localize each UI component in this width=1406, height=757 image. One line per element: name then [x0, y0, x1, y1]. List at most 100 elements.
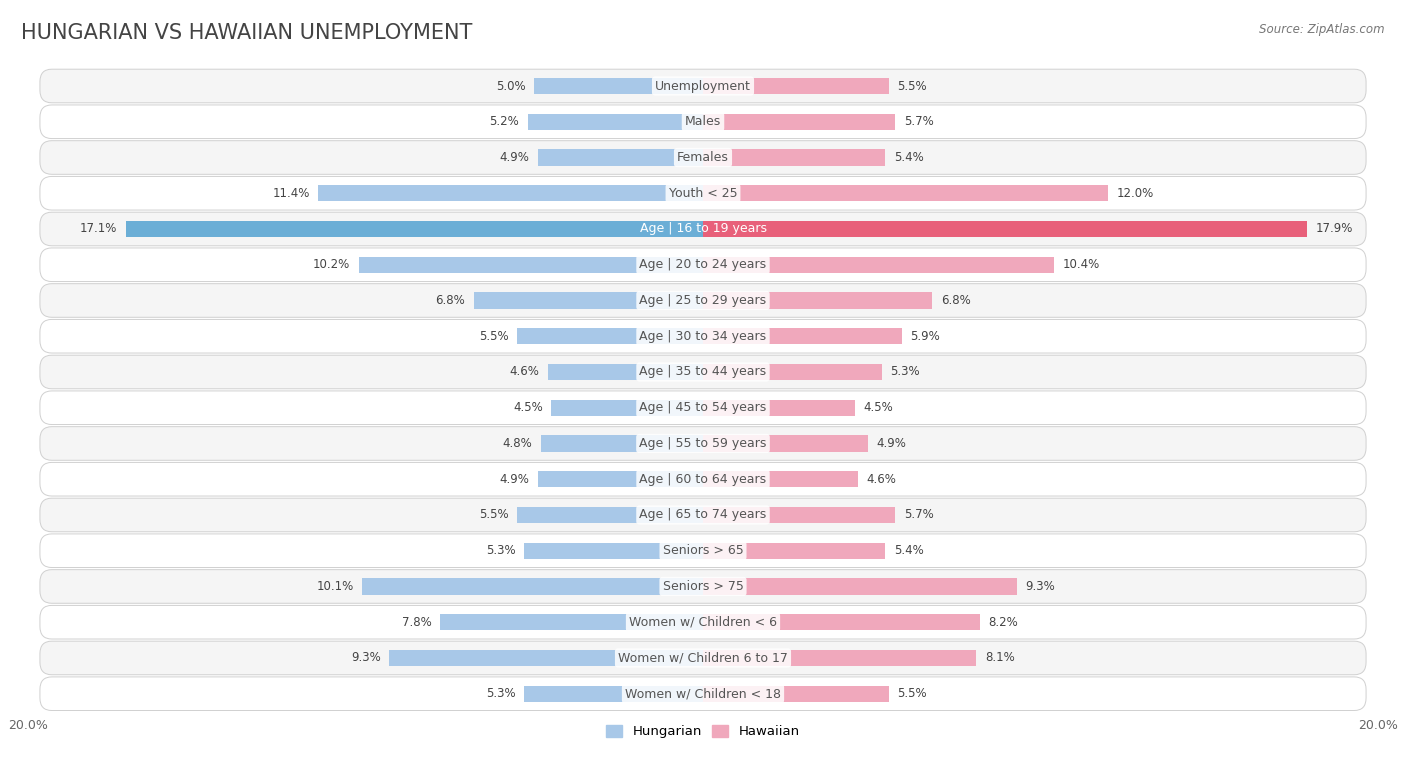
Text: 4.5%: 4.5%: [513, 401, 543, 414]
FancyBboxPatch shape: [39, 248, 1367, 282]
Text: Unemployment: Unemployment: [655, 79, 751, 92]
Text: 17.9%: 17.9%: [1316, 223, 1353, 235]
FancyBboxPatch shape: [39, 606, 1367, 639]
Text: 17.1%: 17.1%: [80, 223, 118, 235]
FancyBboxPatch shape: [39, 677, 1367, 711]
Legend: Hungarian, Hawaiian: Hungarian, Hawaiian: [600, 720, 806, 743]
Text: 6.8%: 6.8%: [436, 294, 465, 307]
Text: 4.6%: 4.6%: [509, 366, 540, 378]
FancyBboxPatch shape: [39, 427, 1367, 460]
FancyBboxPatch shape: [39, 105, 1367, 139]
FancyBboxPatch shape: [39, 463, 1367, 496]
Text: Age | 45 to 54 years: Age | 45 to 54 years: [640, 401, 766, 414]
Bar: [541, 435, 703, 451]
Text: 5.7%: 5.7%: [904, 115, 934, 128]
Text: 9.3%: 9.3%: [1025, 580, 1054, 593]
FancyBboxPatch shape: [39, 176, 1367, 210]
Text: 5.4%: 5.4%: [894, 151, 924, 164]
Text: Seniors > 75: Seniors > 75: [662, 580, 744, 593]
FancyBboxPatch shape: [39, 69, 1367, 103]
Text: Seniors > 65: Seniors > 65: [662, 544, 744, 557]
Text: 7.8%: 7.8%: [402, 615, 432, 629]
Bar: [703, 257, 1054, 273]
Bar: [703, 221, 1308, 237]
FancyBboxPatch shape: [39, 141, 1367, 174]
Text: 5.5%: 5.5%: [479, 330, 509, 343]
Bar: [551, 400, 703, 416]
Bar: [703, 471, 858, 488]
Text: 5.3%: 5.3%: [486, 544, 516, 557]
Bar: [524, 686, 703, 702]
Text: 4.6%: 4.6%: [866, 472, 897, 486]
Bar: [703, 114, 896, 129]
Text: 5.7%: 5.7%: [904, 509, 934, 522]
Bar: [703, 507, 896, 523]
Text: 5.2%: 5.2%: [489, 115, 519, 128]
Text: Age | 65 to 74 years: Age | 65 to 74 years: [640, 509, 766, 522]
Bar: [703, 543, 886, 559]
Text: HUNGARIAN VS HAWAIIAN UNEMPLOYMENT: HUNGARIAN VS HAWAIIAN UNEMPLOYMENT: [21, 23, 472, 42]
FancyBboxPatch shape: [39, 534, 1367, 568]
Bar: [703, 400, 855, 416]
Text: 5.3%: 5.3%: [486, 687, 516, 700]
Bar: [517, 507, 703, 523]
Bar: [359, 257, 703, 273]
FancyBboxPatch shape: [39, 284, 1367, 317]
Bar: [703, 578, 1017, 594]
Text: 8.1%: 8.1%: [984, 652, 1015, 665]
FancyBboxPatch shape: [39, 212, 1367, 246]
Text: 5.5%: 5.5%: [897, 687, 927, 700]
Bar: [703, 364, 882, 380]
Bar: [363, 578, 703, 594]
Text: 11.4%: 11.4%: [273, 187, 309, 200]
Text: Age | 35 to 44 years: Age | 35 to 44 years: [640, 366, 766, 378]
Bar: [703, 185, 1108, 201]
Text: Women w/ Children 6 to 17: Women w/ Children 6 to 17: [619, 652, 787, 665]
Text: 5.0%: 5.0%: [496, 79, 526, 92]
Text: 4.9%: 4.9%: [499, 151, 529, 164]
Text: 6.8%: 6.8%: [941, 294, 970, 307]
Bar: [527, 114, 703, 129]
Text: Males: Males: [685, 115, 721, 128]
Text: Women w/ Children < 6: Women w/ Children < 6: [628, 615, 778, 629]
Text: Women w/ Children < 18: Women w/ Children < 18: [626, 687, 780, 700]
Bar: [474, 292, 703, 309]
Text: Source: ZipAtlas.com: Source: ZipAtlas.com: [1260, 23, 1385, 36]
Bar: [127, 221, 703, 237]
Bar: [534, 78, 703, 94]
Text: 5.3%: 5.3%: [890, 366, 920, 378]
Bar: [548, 364, 703, 380]
Bar: [318, 185, 703, 201]
Text: 4.9%: 4.9%: [499, 472, 529, 486]
Text: 5.4%: 5.4%: [894, 544, 924, 557]
Text: 10.2%: 10.2%: [314, 258, 350, 271]
Text: Age | 60 to 64 years: Age | 60 to 64 years: [640, 472, 766, 486]
FancyBboxPatch shape: [39, 570, 1367, 603]
Text: 5.5%: 5.5%: [479, 509, 509, 522]
Text: 10.4%: 10.4%: [1063, 258, 1099, 271]
FancyBboxPatch shape: [39, 391, 1367, 425]
Text: 8.2%: 8.2%: [988, 615, 1018, 629]
Bar: [537, 471, 703, 488]
Text: 4.8%: 4.8%: [503, 437, 533, 450]
Text: 12.0%: 12.0%: [1116, 187, 1153, 200]
Text: 5.5%: 5.5%: [897, 79, 927, 92]
Bar: [389, 650, 703, 666]
FancyBboxPatch shape: [39, 319, 1367, 353]
Bar: [703, 78, 889, 94]
Text: 9.3%: 9.3%: [352, 652, 381, 665]
Bar: [440, 614, 703, 631]
Text: 5.9%: 5.9%: [911, 330, 941, 343]
Bar: [703, 292, 932, 309]
Text: Youth < 25: Youth < 25: [669, 187, 737, 200]
Bar: [703, 650, 976, 666]
Bar: [537, 149, 703, 166]
Text: Age | 25 to 29 years: Age | 25 to 29 years: [640, 294, 766, 307]
Text: Females: Females: [678, 151, 728, 164]
Text: Age | 30 to 34 years: Age | 30 to 34 years: [640, 330, 766, 343]
Bar: [703, 149, 886, 166]
FancyBboxPatch shape: [39, 355, 1367, 389]
Text: Age | 16 to 19 years: Age | 16 to 19 years: [640, 223, 766, 235]
Bar: [703, 329, 903, 344]
Bar: [703, 435, 869, 451]
